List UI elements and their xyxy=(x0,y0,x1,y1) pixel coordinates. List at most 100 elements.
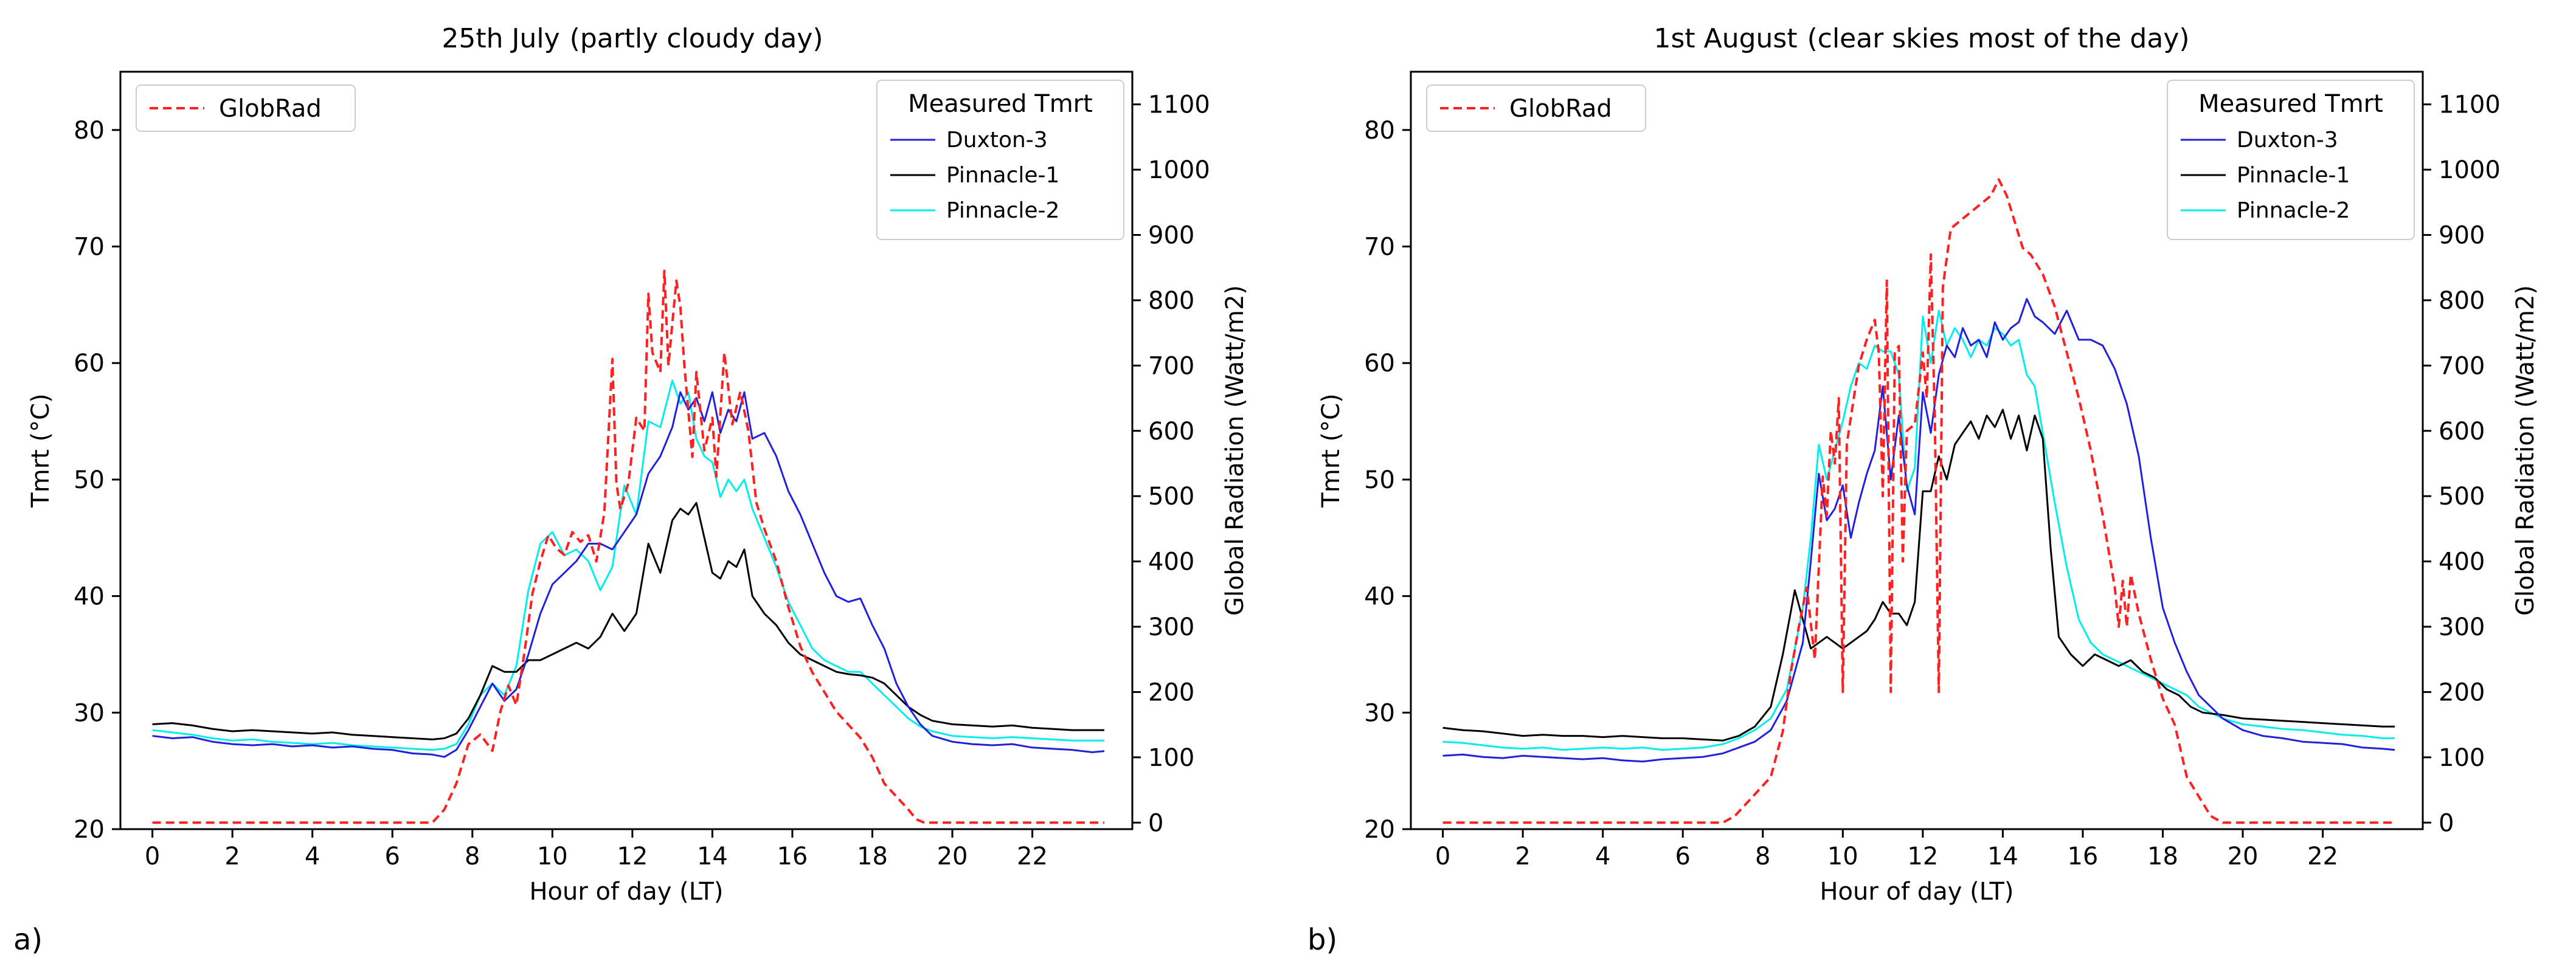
y-right-tick-label: 200 xyxy=(1148,678,1194,706)
series-line-globrad xyxy=(1442,178,2395,824)
chart-title-main: 1st August xyxy=(1653,23,1797,54)
y-tick-label: 30 xyxy=(74,699,105,727)
y-right-tick-label: 1100 xyxy=(2439,91,2501,119)
plot-frame xyxy=(119,71,1134,830)
y-tick-label: 40 xyxy=(74,583,105,611)
plot-frame xyxy=(1410,71,2424,830)
chart-title-subtitle: (partly cloudy day) xyxy=(570,23,823,54)
y-right-tick-label: 1000 xyxy=(1148,156,1210,184)
y-right-tick-label: 1100 xyxy=(1148,91,1210,119)
series-line-pinnacle-2 xyxy=(152,379,1104,751)
y-right-tick-label: 100 xyxy=(2439,744,2485,772)
x-tick-label: 22 xyxy=(1017,843,1048,870)
y-tick-label: 60 xyxy=(1364,350,1395,377)
y-right-tick-label: 600 xyxy=(2439,418,2485,446)
y-right-tick-label: 400 xyxy=(1148,548,1194,576)
y-right-tick-label: 0 xyxy=(1148,809,1163,837)
series-line-globrad xyxy=(152,269,1104,824)
legend-title: Measured Tmrt xyxy=(908,90,1093,118)
legend-entry-pinnacle-2: Pinnacle-2 xyxy=(946,198,1059,223)
y-tick-label: 70 xyxy=(74,233,105,261)
legend-globrad: GlobRad xyxy=(1426,84,1646,132)
y-right-tick-label: 100 xyxy=(1148,744,1194,772)
y-tick-label: 80 xyxy=(74,117,105,145)
y-tick-label: 40 xyxy=(1364,583,1395,611)
panel-label: a) xyxy=(13,923,43,957)
legend-box xyxy=(136,84,356,132)
series-line-pinnacle-2 xyxy=(1442,309,2395,751)
chart-title: 1st August (clear skies most of the day) xyxy=(1653,23,2189,54)
x-tick-label: 0 xyxy=(1435,843,1450,870)
series-line-pinnacle-1 xyxy=(1442,408,2395,742)
legend-entry-globrad: GlobRad xyxy=(1509,95,1612,123)
x-tick-label: 2 xyxy=(224,843,240,870)
legend-box xyxy=(876,80,1124,240)
series-lines xyxy=(152,269,1105,824)
y-right-tick-label: 300 xyxy=(1148,613,1194,641)
y-right-axis-label: Global Radiation (Watt/m2) xyxy=(2512,285,2540,616)
chart-title: 25th July (partly cloudy day) xyxy=(441,23,823,54)
legend-measured-tmrt: Measured Tmrt Duxton-3 Pinnacle-1 Pinnacle-… xyxy=(2167,80,2415,240)
x-tick-label: 12 xyxy=(617,843,648,870)
series-line-duxton-3 xyxy=(152,391,1105,758)
legend-globrad: GlobRad xyxy=(136,84,356,132)
legend-entry-pinnacle-1: Pinnacle-1 xyxy=(2237,163,2350,188)
chart-title-subtitle: (clear skies most of the day) xyxy=(1807,23,2190,54)
series-line-pinnacle-1 xyxy=(152,502,1104,740)
y-right-tick-label: 400 xyxy=(2439,548,2485,576)
y-right-tick-label: 500 xyxy=(1148,483,1194,511)
y-right-tick-label: 500 xyxy=(2439,483,2485,511)
y-tick-label: 30 xyxy=(1364,699,1395,727)
x-tick-label: 8 xyxy=(465,843,480,870)
y-right-tick-label: 900 xyxy=(1148,222,1194,250)
x-tick-label: 18 xyxy=(2147,843,2178,870)
x-tick-label: 0 xyxy=(145,843,160,870)
y-right-tick-label: 1000 xyxy=(2439,156,2501,184)
x-tick-label: 14 xyxy=(1987,843,2018,870)
x-tick-label: 4 xyxy=(1595,843,1610,870)
y-right-tick-label: 700 xyxy=(2439,352,2485,380)
y-tick-label: 50 xyxy=(1364,466,1395,494)
y-right-tick-label: 0 xyxy=(2439,809,2454,837)
x-tick-label: 8 xyxy=(1755,843,1770,870)
x-tick-label: 6 xyxy=(1675,843,1691,870)
y-right-tick-label: 300 xyxy=(2439,613,2485,641)
x-tick-label: 18 xyxy=(857,843,888,870)
series-line-duxton-3 xyxy=(1442,298,2395,763)
y-axis-label: Tmrt (°C) xyxy=(1317,393,1345,508)
chart-title-main: 25th July xyxy=(441,23,559,54)
x-tick-label: 2 xyxy=(1515,843,1530,870)
x-tick-label: 4 xyxy=(305,843,320,870)
x-tick-label: 22 xyxy=(2307,843,2338,870)
legend-box xyxy=(2167,80,2415,240)
y-right-axis-label: Global Radiation (Watt/m2) xyxy=(1221,285,1249,616)
legend-box xyxy=(1426,84,1646,132)
y-right-tick-label: 200 xyxy=(2439,678,2485,706)
panel-label: b) xyxy=(1307,923,1337,957)
legend-title: Measured Tmrt xyxy=(2198,90,2383,118)
x-axis-label: Hour of day (LT) xyxy=(529,878,723,906)
legend-entry-globrad: GlobRad xyxy=(219,95,322,123)
series-lines xyxy=(1442,178,2395,824)
y-right-tick-label: 900 xyxy=(2439,222,2485,250)
x-tick-label: 14 xyxy=(697,843,728,870)
y-right-tick-label: 800 xyxy=(1148,287,1194,315)
y-right-tick-label: 600 xyxy=(1148,418,1194,446)
y-tick-label: 20 xyxy=(1364,816,1395,844)
y-tick-label: 80 xyxy=(1364,117,1395,145)
y-axis-label: Tmrt (°C) xyxy=(27,393,55,508)
panel-b: 1st August (clear skies most of the day) 0… xyxy=(1307,23,2540,957)
x-tick-label: 10 xyxy=(1827,843,1858,870)
legend-entry-duxton-3: Duxton-3 xyxy=(946,128,1048,153)
y-right-tick-label: 700 xyxy=(1148,352,1194,380)
y-tick-label: 50 xyxy=(74,466,105,494)
x-tick-label: 16 xyxy=(777,843,808,870)
x-axis-label: Hour of day (LT) xyxy=(1819,878,2013,906)
x-tick-label: 10 xyxy=(537,843,568,870)
x-tick-label: 20 xyxy=(937,843,968,870)
y-tick-label: 70 xyxy=(1364,233,1395,261)
x-tick-label: 20 xyxy=(2228,843,2259,870)
y-tick-label: 60 xyxy=(74,350,105,377)
x-tick-label: 6 xyxy=(385,843,400,870)
